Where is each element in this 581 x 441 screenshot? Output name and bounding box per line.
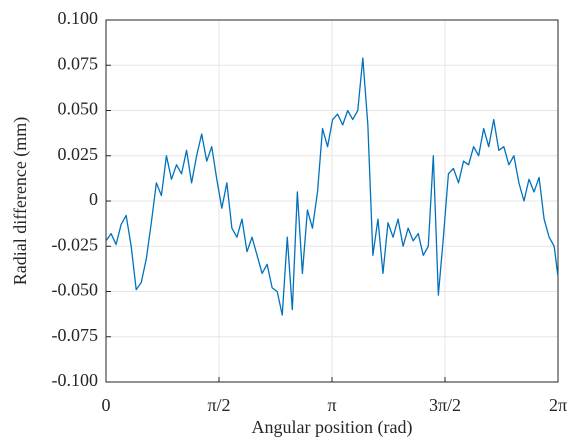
x-tick-label: π/2 (207, 395, 230, 415)
y-tick-label: -0.025 (52, 234, 99, 254)
data-line (105, 57, 559, 316)
x-axis-label: Angular position (rad) (252, 417, 413, 438)
y-tick-label: -0.075 (52, 325, 99, 345)
y-tick-label: 0 (89, 189, 98, 209)
x-tick-label: 0 (102, 395, 111, 415)
y-tick-label: -0.050 (52, 280, 99, 300)
y-tick-label: 0.050 (58, 99, 99, 119)
plot-frame (105, 19, 559, 383)
x-tick-label: 3π/2 (429, 395, 461, 415)
y-axis-label: Radial difference (mm) (10, 117, 31, 286)
y-tick-label: -0.100 (52, 370, 99, 390)
x-tick-label: π (327, 395, 336, 415)
y-tick-label: 0.100 (58, 8, 99, 28)
y-tick-label: 0.025 (58, 144, 99, 164)
x-tick-label: 2π (549, 395, 567, 415)
y-tick-label: 0.075 (58, 53, 99, 73)
